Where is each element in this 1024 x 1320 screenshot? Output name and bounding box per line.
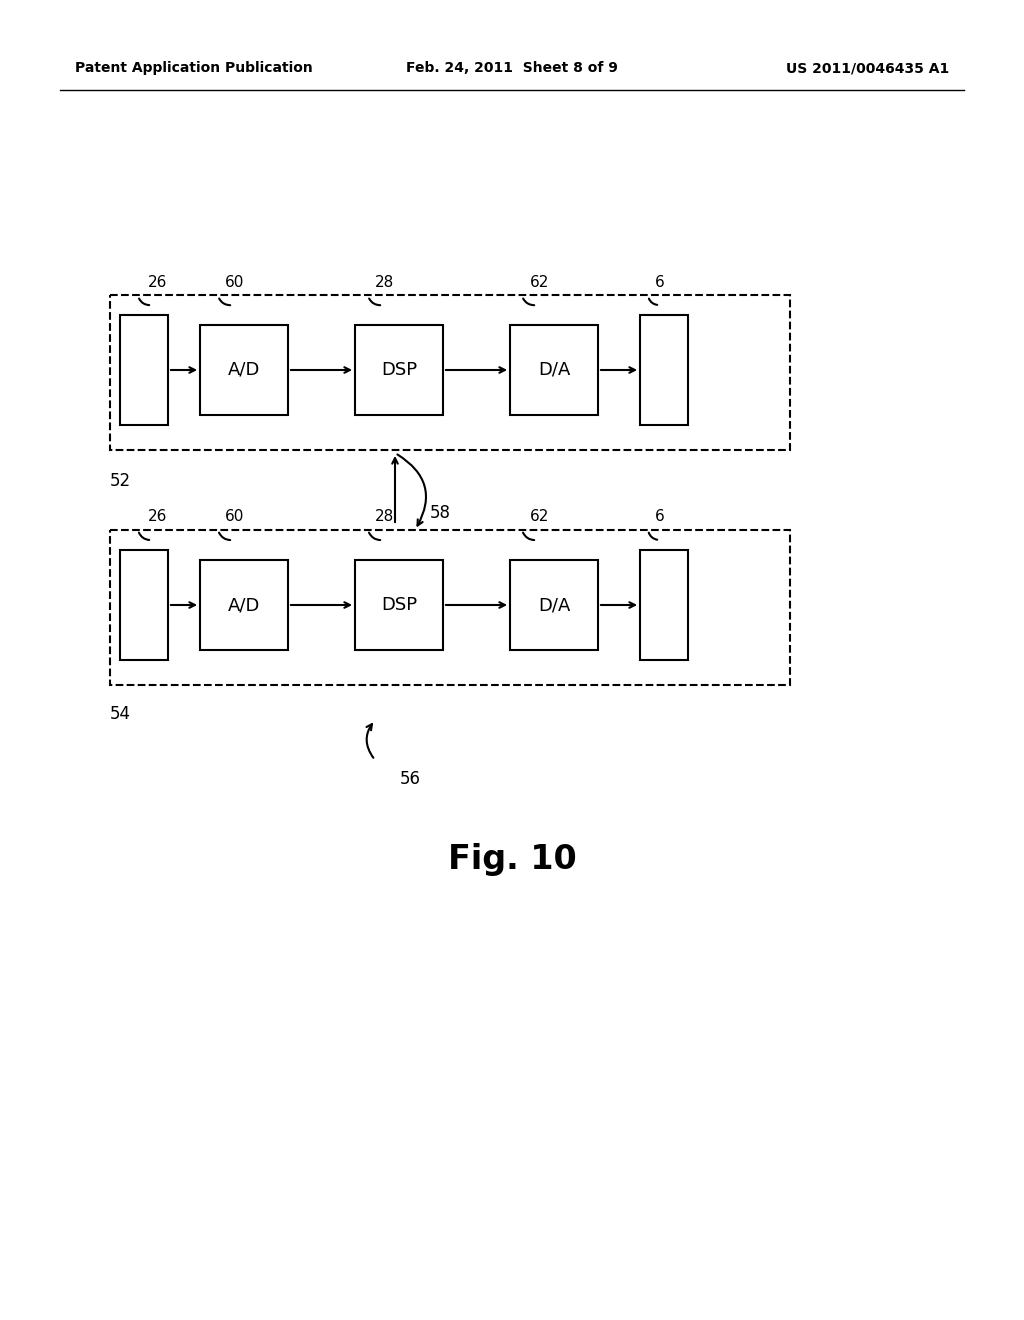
Bar <box>110 294 790 450</box>
FancyArrowPatch shape <box>392 458 397 523</box>
Text: 58: 58 <box>430 504 451 521</box>
Bar <box>120 550 168 660</box>
Bar <box>355 325 443 414</box>
Text: 28: 28 <box>375 275 394 290</box>
Text: 62: 62 <box>530 510 549 524</box>
Bar <box>110 531 790 685</box>
Text: 52: 52 <box>110 473 131 490</box>
Bar <box>640 550 688 660</box>
Text: A/D: A/D <box>227 597 260 614</box>
Text: A/D: A/D <box>227 360 260 379</box>
Bar <box>200 560 288 649</box>
Text: Patent Application Publication: Patent Application Publication <box>75 61 312 75</box>
Text: DSP: DSP <box>381 360 417 379</box>
Bar <box>510 325 598 414</box>
Bar <box>510 560 598 649</box>
Text: US 2011/0046435 A1: US 2011/0046435 A1 <box>785 61 949 75</box>
Text: 62: 62 <box>530 275 549 290</box>
Bar <box>120 315 168 425</box>
FancyArrowPatch shape <box>367 725 374 758</box>
Text: D/A: D/A <box>538 360 570 379</box>
Text: Fig. 10: Fig. 10 <box>447 843 577 876</box>
Text: D/A: D/A <box>538 597 570 614</box>
Bar <box>355 560 443 649</box>
Text: 6: 6 <box>655 510 665 524</box>
Text: 54: 54 <box>110 705 131 723</box>
FancyArrowPatch shape <box>397 454 426 525</box>
Text: 26: 26 <box>148 275 167 290</box>
Text: DSP: DSP <box>381 597 417 614</box>
Text: Feb. 24, 2011  Sheet 8 of 9: Feb. 24, 2011 Sheet 8 of 9 <box>407 61 617 75</box>
Bar <box>640 315 688 425</box>
Text: 60: 60 <box>225 275 245 290</box>
Bar <box>200 325 288 414</box>
Text: 60: 60 <box>225 510 245 524</box>
Text: 6: 6 <box>655 275 665 290</box>
Text: 28: 28 <box>375 510 394 524</box>
Text: 26: 26 <box>148 510 167 524</box>
Text: 56: 56 <box>400 770 421 788</box>
